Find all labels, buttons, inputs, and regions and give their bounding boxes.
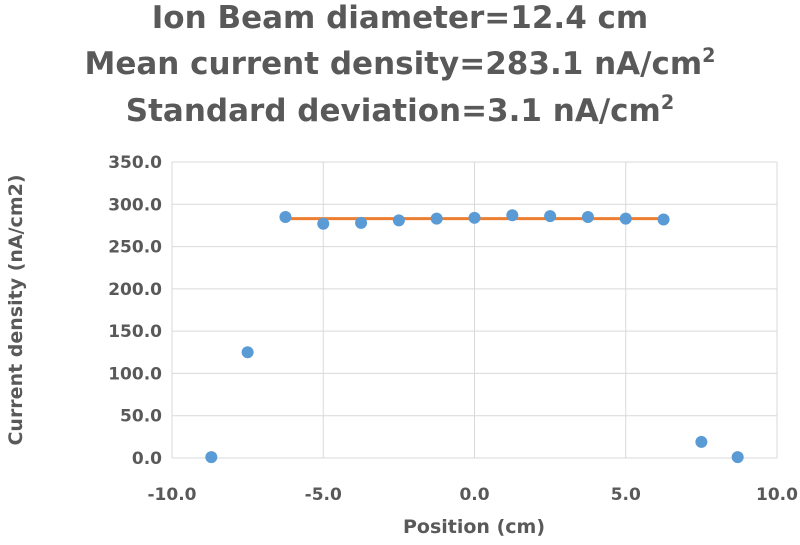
grid-lines	[171, 161, 778, 459]
data-point	[392, 214, 405, 227]
y-axis-ticks: 0.0 50.0 100.0 150.0 200.0 250.0 300.0 350.0	[108, 153, 162, 469]
data-point	[205, 451, 218, 464]
y-tick-label: 300.0	[108, 195, 162, 215]
data-point	[279, 210, 292, 223]
data-point	[506, 209, 519, 222]
x-axis-ticks: -10.0 -5.0 0.0 5.0 10.0	[148, 485, 799, 505]
data-point	[581, 210, 594, 223]
x-tick-label: 0.0	[459, 485, 489, 505]
y-tick-label: 0.0	[132, 449, 162, 469]
data-point	[468, 211, 481, 224]
y-tick-label: 200.0	[108, 280, 162, 300]
chart-title-line-2: Mean current density=283.1 nA/cm2	[84, 44, 716, 82]
data-point	[355, 216, 368, 229]
data-point	[430, 212, 443, 225]
data-point	[241, 346, 254, 359]
y-tick-label: 150.0	[108, 322, 162, 342]
x-tick-label: 5.0	[611, 485, 641, 505]
data-point	[619, 212, 632, 225]
series-points	[205, 209, 744, 464]
x-axis-label: Position (cm)	[403, 516, 545, 538]
data-point	[317, 217, 330, 230]
y-tick-label: 50.0	[120, 407, 162, 427]
data-point	[657, 213, 670, 226]
data-point	[544, 210, 557, 223]
y-tick-label: 100.0	[108, 364, 162, 384]
chart-title-line-3: Standard deviation=3.1 nA/cm2	[125, 91, 675, 129]
x-tick-label: 10.0	[756, 485, 798, 505]
data-point	[695, 435, 708, 448]
y-axis-label: Current density (nA/cm2)	[5, 174, 27, 445]
y-tick-label: 250.0	[108, 238, 162, 258]
data-point	[731, 451, 744, 464]
x-tick-label: -10.0	[148, 485, 197, 505]
chart-title-line-1: Ion Beam diameter=12.4 cm	[151, 0, 649, 36]
x-tick-label: -5.0	[305, 485, 342, 505]
y-tick-label: 350.0	[108, 153, 162, 173]
